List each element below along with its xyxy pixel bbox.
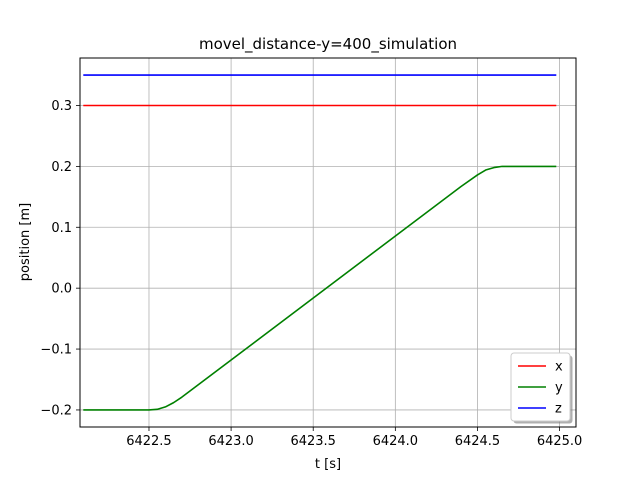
y-tick-label: −0.1 (40, 343, 72, 358)
x-tick-label: 6425.0 (537, 434, 583, 449)
legend-label-x: x (555, 360, 563, 375)
y-tick-label: −0.2 (40, 403, 72, 418)
series-line-y (83, 165, 557, 411)
y-tick-label: 0.3 (51, 99, 72, 114)
x-axis-label: t [s] (315, 457, 341, 472)
x-tick-label: 6424.0 (373, 434, 419, 449)
legend: xyz (510, 352, 573, 424)
y-axis-ticks: −0.2 −0.1 0.0 0.1 0.2 0.3 (40, 99, 80, 418)
chart-title: movel_distance-y=400_simulation (199, 35, 457, 54)
y-tick-label: 0.2 (51, 160, 72, 175)
plot-frame (79, 57, 577, 428)
legend-label-y: y (555, 381, 563, 396)
x-tick-label: 6422.5 (126, 434, 172, 449)
series-layer (83, 74, 557, 411)
x-tick-label: 6424.5 (455, 434, 501, 449)
y-axis-label: position [m] (18, 203, 33, 281)
x-axis-ticks: 6422.5 6423.0 6423.5 6424.0 6424.5 6425.0 (126, 427, 582, 449)
legend-label-z: z (555, 402, 562, 417)
x-tick-label: 6423.0 (208, 434, 254, 449)
y-tick-label: 0.0 (51, 282, 72, 297)
x-tick-label: 6423.5 (290, 434, 336, 449)
y-tick-label: 0.1 (51, 221, 72, 236)
grid-layer (80, 58, 576, 427)
